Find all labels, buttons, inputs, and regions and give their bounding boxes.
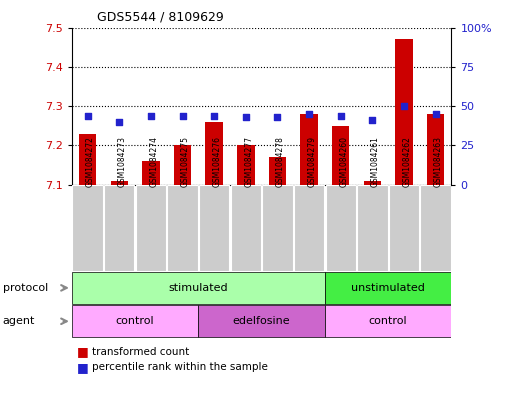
Text: GSM1084261: GSM1084261: [371, 136, 380, 187]
Point: [273, 114, 282, 120]
Bar: [199, 185, 229, 271]
Text: control: control: [116, 316, 154, 326]
Bar: [396, 39, 412, 185]
Bar: [269, 157, 286, 185]
Bar: [206, 122, 223, 185]
Bar: [111, 181, 128, 185]
Text: GSM1084277: GSM1084277: [244, 136, 253, 187]
Text: GSM1084274: GSM1084274: [149, 136, 159, 187]
Bar: [326, 185, 356, 271]
Bar: [72, 272, 325, 304]
Text: unstimulated: unstimulated: [351, 283, 425, 293]
Point: [368, 117, 377, 123]
Text: control: control: [369, 316, 407, 326]
Text: GSM1084273: GSM1084273: [117, 136, 127, 187]
Bar: [237, 145, 254, 185]
Point: [210, 112, 219, 119]
Text: GSM1084279: GSM1084279: [307, 136, 317, 187]
Point: [147, 112, 155, 119]
Text: percentile rank within the sample: percentile rank within the sample: [92, 362, 268, 373]
Bar: [136, 185, 166, 271]
Bar: [142, 161, 160, 185]
Bar: [301, 114, 318, 185]
Bar: [174, 145, 191, 185]
Bar: [427, 114, 444, 185]
Bar: [332, 126, 349, 185]
Bar: [357, 185, 387, 271]
Text: stimulated: stimulated: [169, 283, 228, 293]
Point: [179, 112, 187, 119]
Text: transformed count: transformed count: [92, 347, 190, 357]
Bar: [294, 185, 324, 271]
Point: [337, 112, 345, 119]
Bar: [104, 185, 134, 271]
Bar: [167, 185, 198, 271]
Bar: [389, 185, 419, 271]
Point: [431, 111, 440, 117]
Bar: [421, 185, 451, 271]
Text: ■: ■: [77, 345, 89, 358]
Point: [305, 111, 313, 117]
Bar: [325, 305, 451, 337]
Bar: [79, 134, 96, 185]
Point: [115, 119, 124, 125]
Bar: [72, 185, 103, 271]
Bar: [325, 272, 451, 304]
Point: [242, 114, 250, 120]
Text: GDS5544 / 8109629: GDS5544 / 8109629: [97, 11, 224, 24]
Point: [400, 103, 408, 109]
Bar: [364, 181, 381, 185]
Bar: [199, 305, 325, 337]
Bar: [262, 185, 292, 271]
Bar: [231, 185, 261, 271]
Point: [84, 112, 92, 119]
Text: ■: ■: [77, 361, 89, 374]
Text: edelfosine: edelfosine: [233, 316, 290, 326]
Text: GSM1084272: GSM1084272: [86, 136, 95, 187]
Text: GSM1084276: GSM1084276: [212, 136, 222, 187]
Text: GSM1084260: GSM1084260: [339, 136, 348, 187]
Text: GSM1084275: GSM1084275: [181, 136, 190, 187]
Text: protocol: protocol: [3, 283, 48, 293]
Text: GSM1084278: GSM1084278: [276, 136, 285, 187]
Text: GSM1084263: GSM1084263: [434, 136, 443, 187]
Bar: [72, 305, 199, 337]
Text: GSM1084262: GSM1084262: [402, 136, 411, 187]
Text: agent: agent: [3, 316, 35, 326]
